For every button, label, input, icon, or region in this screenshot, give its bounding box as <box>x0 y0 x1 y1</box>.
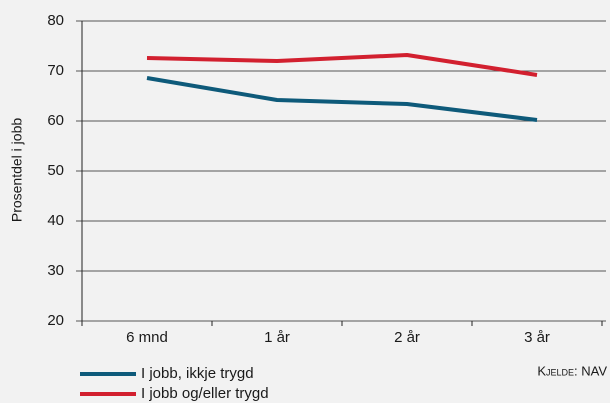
series-line <box>146 53 538 77</box>
y-tick-label: 40 <box>47 212 64 229</box>
legend-label: I jobb og/eller trygd <box>141 385 269 402</box>
y-tick-label: 70 <box>47 62 64 79</box>
source: Kjelde: NAV <box>537 363 607 378</box>
x-tick-label: 2 år <box>394 329 420 346</box>
y-tick-label: 80 <box>47 12 64 29</box>
y-axis-label: Prosentdel i jobb <box>9 118 25 223</box>
y-tick-label: 20 <box>47 312 64 329</box>
legend-label: I jobb, ikkje trygd <box>141 365 254 382</box>
x-tick-label: 3 år <box>524 329 550 346</box>
y-tick-label: 30 <box>47 262 64 279</box>
y-tick-label: 60 <box>47 112 64 129</box>
series-line <box>146 76 538 122</box>
x-tick-label: 1 år <box>264 329 290 346</box>
x-tick-label: 6 mnd <box>126 329 168 346</box>
y-tick-label: 50 <box>47 162 64 179</box>
